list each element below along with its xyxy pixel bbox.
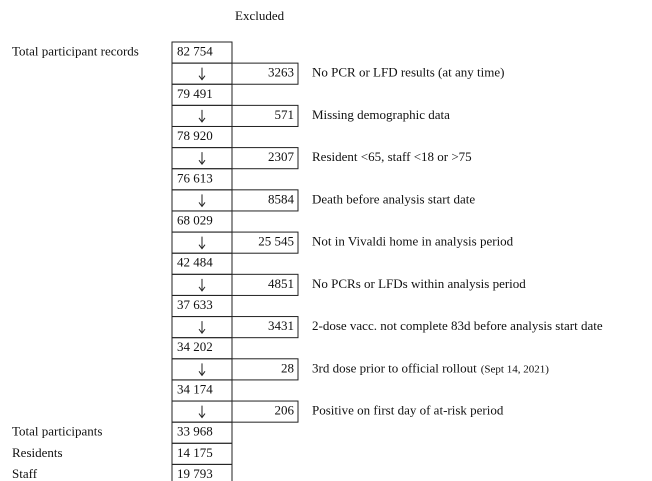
arrow-head [198,413,206,419]
exclusion-reason: Not in Vivaldi home in analysis period [312,234,514,249]
reason-text: No PCRs or LFDs within analysis period [312,276,526,291]
row-label: Total participants [12,424,102,439]
exclusion-reason: No PCRs or LFDs within analysis period [312,276,526,291]
arrow-head [198,117,206,123]
exclusion-reason: No PCR or LFD results (at any time) [312,65,504,80]
reason-text: Positive on first day of at-risk period [312,403,504,418]
excluded-box [231,231,299,254]
exclusion-reason: Missing demographic data [312,107,450,122]
excluded-box [231,400,299,423]
count: 78 920 [177,128,213,143]
excluded-count: 8584 [268,191,295,206]
excluded-box [231,62,299,85]
excluded-box [231,104,299,127]
excluded-count: 28 [281,360,294,375]
count: 34 174 [177,381,213,396]
excluded-count: 3263 [268,65,294,80]
excluded-box [231,147,299,170]
count: 79 491 [177,86,213,101]
row-label: Residents [12,445,63,460]
exclusion-reason: 2-dose vacc. not complete 83d before ana… [312,318,603,333]
excluded-box [231,273,299,296]
excluded-box [231,189,299,212]
exclusion-reason: Resident <65, staff <18 or >75 [312,149,472,164]
reason-text: No PCR or LFD results (at any time) [312,65,504,80]
excluded-box [231,316,299,339]
excluded-count: 2307 [268,149,295,164]
count: 34 202 [177,339,213,354]
arrow-head [198,328,206,334]
count: 68 029 [177,213,213,228]
excluded-box [231,358,299,381]
count: 19 793 [177,466,213,481]
arrow-head [198,159,206,165]
reason-text: Death before analysis start date [312,191,475,206]
count: 37 633 [177,297,213,312]
count: 33 968 [177,424,213,439]
excluded-count: 3431 [268,318,294,333]
excluded-count: 4851 [268,276,294,291]
column-header: Excluded [235,8,285,23]
reason-text: Missing demographic data [312,107,450,122]
reason-text: Resident <65, staff <18 or >75 [312,149,472,164]
excluded-count: 571 [275,107,295,122]
exclusion-reason: Positive on first day of at-risk period [312,403,504,418]
arrow-head [198,371,206,377]
count: 82 754 [177,44,213,59]
reason-text: 3rd dose prior to official rollout [312,360,477,375]
count: 76 613 [177,170,213,185]
arrow-head [198,202,206,208]
arrow-head [198,286,206,292]
row-label: Total participant records [12,44,139,59]
arrow-head [198,244,206,250]
reason-text: Not in Vivaldi home in analysis period [312,234,514,249]
count-box [171,463,233,481]
row-label: Staff [12,466,38,481]
reason-note: (Sept 14, 2021) [481,363,549,375]
excluded-count: 25 545 [258,234,294,249]
arrow-head [198,75,206,81]
exclusion-reason: 3rd dose prior to official rollout (Sept … [312,360,549,375]
count: 42 484 [177,255,213,270]
reason-text: 2-dose vacc. not complete 83d before ana… [312,318,603,333]
exclusion-reason: Death before analysis start date [312,191,475,206]
excluded-count: 206 [275,403,295,418]
count: 14 175 [177,445,213,460]
